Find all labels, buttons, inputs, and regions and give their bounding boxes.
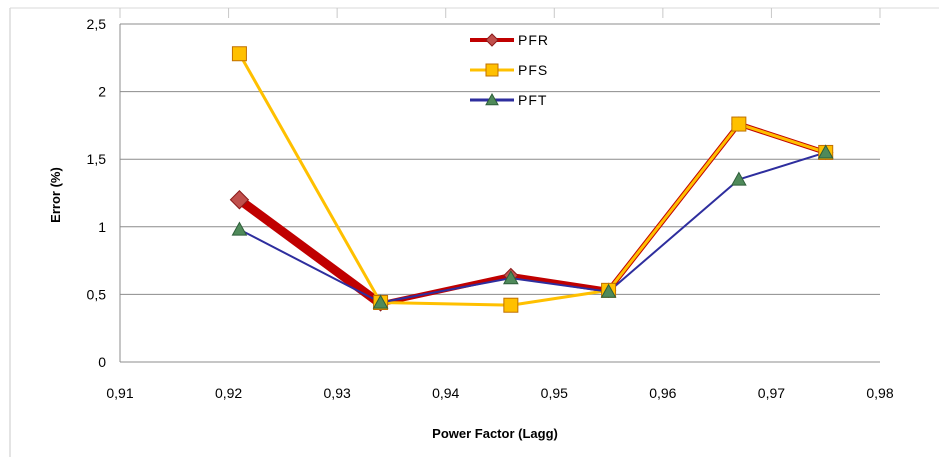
series-line-pft	[509, 277, 610, 293]
x-tick-label: 0,98	[866, 385, 893, 401]
series-pft	[238, 151, 827, 304]
series-line-pfr	[234, 195, 386, 309]
x-tick-label: 0,91	[106, 385, 133, 401]
legend-label-pft: PFT	[518, 92, 547, 108]
series-pfr	[234, 121, 829, 309]
data-point-pft	[731, 171, 747, 186]
series-line-pft	[607, 178, 740, 293]
legend-label-pfs: PFS	[518, 62, 548, 78]
legend: PFR PFS PFT	[470, 32, 549, 108]
x-axis-ticks: 0,91 0,92 0,93 0,94 0,95 0,96 0,97 0,98	[106, 8, 894, 401]
y-axis-title: Error (%)	[48, 167, 63, 223]
series-line-pfr	[508, 272, 612, 293]
series-layer	[229, 46, 834, 313]
x-axis-title: Power Factor (Lagg)	[432, 426, 558, 441]
y-tick-label: 2	[98, 84, 106, 100]
y-tick-label: 1	[98, 219, 106, 235]
x-tick-label: 0,97	[758, 385, 785, 401]
data-point-pft	[503, 270, 519, 285]
data-point-pft	[817, 144, 834, 159]
x-tick-label: 0,95	[541, 385, 568, 401]
series-line-pft	[379, 277, 512, 304]
y-tick-label: 2,5	[87, 16, 107, 32]
series-line-pfs	[607, 122, 741, 292]
data-point-pfr	[229, 190, 250, 210]
series-line-pft	[238, 228, 382, 304]
data-point-pft	[231, 221, 248, 236]
series-line-pfs	[737, 122, 828, 154]
x-tick-label: 0,92	[215, 385, 242, 401]
chart-frame	[9, 7, 939, 457]
legend-marker-pfs	[485, 63, 499, 77]
data-point-pft	[372, 294, 389, 309]
gridlines	[119, 23, 880, 363]
legend-marker-pfr	[485, 33, 499, 47]
data-point-pfs	[731, 116, 747, 132]
markers-pft	[231, 144, 834, 309]
series-line-pft	[737, 151, 827, 181]
y-tick-label: 0,5	[87, 286, 107, 302]
x-tick-label: 0,96	[649, 385, 676, 401]
series-line-pfs	[379, 301, 513, 307]
y-axis-ticks: 0 0,5 1 1,5 2 2,5	[87, 16, 107, 370]
y-tick-label: 0	[98, 354, 106, 370]
series-line-pfs	[237, 52, 383, 305]
x-tick-label: 0,93	[324, 385, 351, 401]
legend-marker-pft	[485, 92, 499, 106]
x-tick-label: 0,94	[432, 385, 459, 401]
data-point-pfs	[231, 46, 247, 62]
series-line-pfs	[509, 288, 611, 307]
y-tick-label: 1,5	[87, 151, 107, 167]
series-pfs	[237, 52, 828, 307]
legend-label-pfr: PFR	[518, 32, 549, 48]
data-point-pfs	[503, 297, 519, 313]
data-point-pft	[600, 283, 617, 298]
